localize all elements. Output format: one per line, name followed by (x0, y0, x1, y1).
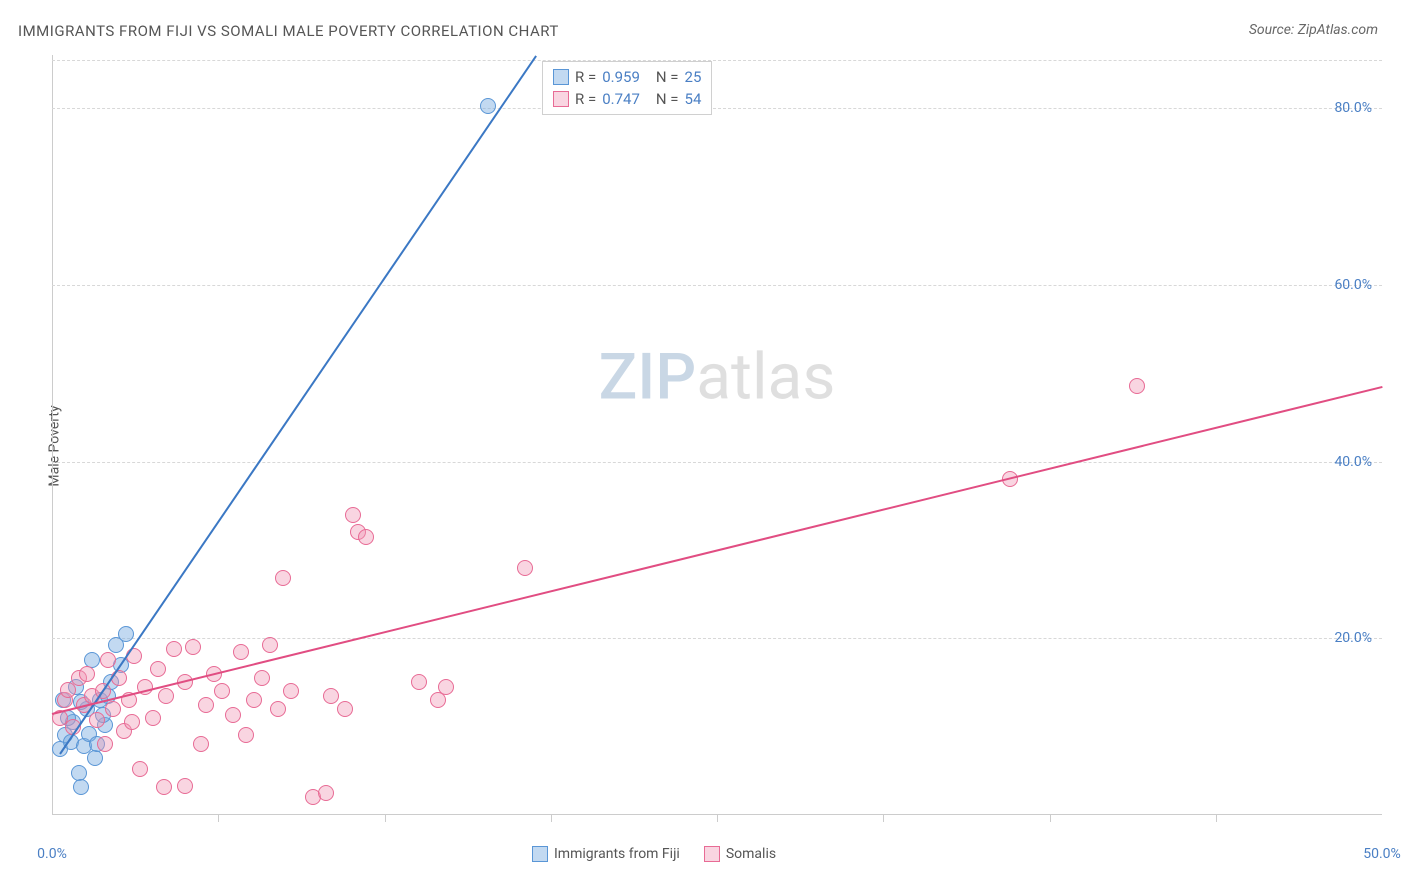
correlation-legend: R = 0.959 N = 25 R = 0.747 N = 54 (542, 61, 712, 115)
data-point (124, 714, 140, 730)
chart-title: IMMIGRANTS FROM FIJI VS SOMALI MALE POVE… (18, 22, 559, 40)
x-tick-mark (385, 815, 386, 822)
gridline (52, 638, 1382, 639)
gridline (52, 108, 1382, 109)
data-point (118, 626, 134, 642)
data-point (198, 697, 214, 713)
legend-item: Immigrants from Fiji (532, 846, 680, 862)
series-legend: Immigrants from Fiji Somalis (532, 846, 776, 862)
data-point (100, 652, 116, 668)
data-point (105, 701, 121, 717)
data-point (233, 644, 249, 660)
x-tick-mark (1216, 815, 1217, 822)
r-value: 0.959 (602, 68, 640, 86)
legend-swatch (532, 846, 548, 862)
trend-line (52, 386, 1382, 715)
legend-swatch (704, 846, 720, 862)
legend-swatch (553, 69, 569, 85)
data-point (97, 736, 113, 752)
data-point (193, 736, 209, 752)
gridline (52, 60, 1382, 61)
x-tick-mark (551, 815, 552, 822)
correlation-row: R = 0.747 N = 54 (553, 88, 701, 110)
data-point (270, 701, 286, 717)
data-point (150, 661, 166, 677)
data-point (166, 641, 182, 657)
r-label: R = (575, 68, 596, 86)
data-point (177, 778, 193, 794)
data-point (1129, 378, 1145, 394)
data-point (89, 712, 105, 728)
data-point (79, 666, 95, 682)
x-tick-label: 50.0% (1363, 846, 1401, 862)
data-point (438, 679, 454, 695)
x-tick-mark (1050, 815, 1051, 822)
data-point (411, 674, 427, 690)
n-label: N = (656, 90, 679, 108)
data-point (262, 637, 278, 653)
data-point (132, 761, 148, 777)
data-point (358, 529, 374, 545)
r-value: 0.747 (602, 90, 640, 108)
y-tick-label: 40.0% (1334, 454, 1372, 470)
data-point (238, 727, 254, 743)
legend-swatch (553, 91, 569, 107)
data-point (185, 639, 201, 655)
data-point (318, 785, 334, 801)
data-point (517, 560, 533, 576)
trend-line (59, 55, 537, 754)
data-point (480, 98, 496, 114)
data-point (145, 710, 161, 726)
watermark: ZIPatlas (599, 339, 836, 414)
gridline (52, 285, 1382, 286)
data-point (214, 683, 230, 699)
gridline (52, 462, 1382, 463)
data-point (73, 779, 89, 795)
y-tick-label: 60.0% (1334, 277, 1372, 293)
legend-label: Somalis (726, 846, 776, 862)
data-point (156, 779, 172, 795)
data-point (158, 688, 174, 704)
data-point (345, 507, 361, 523)
data-point (283, 683, 299, 699)
x-tick-mark (717, 815, 718, 822)
r-label: R = (575, 90, 596, 108)
watermark-atlas: atlas (696, 339, 835, 414)
x-tick-label: 0.0% (37, 846, 67, 862)
legend-label: Immigrants from Fiji (554, 846, 680, 862)
n-value: 25 (685, 68, 702, 86)
plot-area: ZIPatlas 20.0%40.0%60.0%80.0% 0.0%50.0% … (52, 55, 1382, 840)
y-tick-label: 20.0% (1334, 630, 1372, 646)
x-tick-mark (218, 815, 219, 822)
watermark-zip: ZIP (599, 339, 697, 414)
y-tick-label: 80.0% (1334, 100, 1372, 116)
legend-item: Somalis (704, 846, 776, 862)
data-point (225, 707, 241, 723)
x-tick-mark (883, 815, 884, 822)
data-point (254, 670, 270, 686)
data-point (323, 688, 339, 704)
data-point (337, 701, 353, 717)
source-attribution: Source: ZipAtlas.com (1249, 22, 1378, 38)
y-axis-line (52, 55, 53, 815)
data-point (275, 570, 291, 586)
n-value: 54 (685, 90, 702, 108)
n-label: N = (656, 68, 679, 86)
data-point (246, 692, 262, 708)
correlation-row: R = 0.959 N = 25 (553, 66, 701, 88)
